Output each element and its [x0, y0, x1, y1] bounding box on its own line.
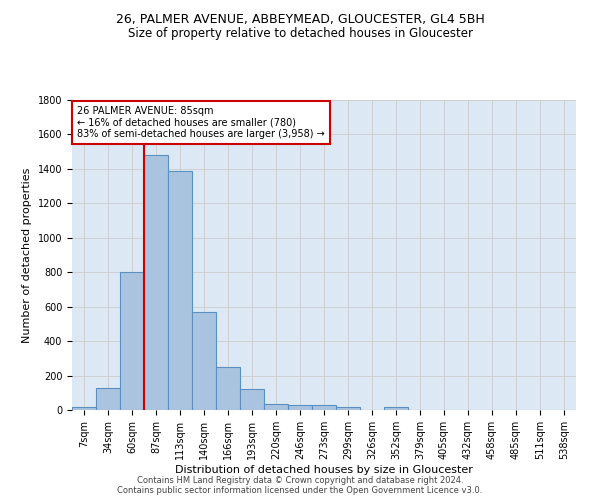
Text: Contains HM Land Registry data © Crown copyright and database right 2024.
Contai: Contains HM Land Registry data © Crown c… — [118, 476, 482, 495]
Bar — [240, 390, 264, 410]
Text: 26 PALMER AVENUE: 85sqm
← 16% of detached houses are smaller (780)
83% of semi-d: 26 PALMER AVENUE: 85sqm ← 16% of detache… — [77, 106, 325, 140]
Bar — [336, 406, 360, 410]
Text: 26, PALMER AVENUE, ABBEYMEAD, GLOUCESTER, GL4 5BH: 26, PALMER AVENUE, ABBEYMEAD, GLOUCESTER… — [116, 12, 484, 26]
Bar — [144, 155, 168, 410]
Bar — [120, 272, 144, 410]
Bar — [72, 408, 96, 410]
Bar — [192, 312, 216, 410]
Bar — [312, 405, 336, 410]
Text: Size of property relative to detached houses in Gloucester: Size of property relative to detached ho… — [128, 28, 473, 40]
Bar — [216, 367, 240, 410]
Y-axis label: Number of detached properties: Number of detached properties — [22, 168, 32, 342]
Bar — [384, 406, 408, 410]
Bar — [288, 405, 312, 410]
Bar — [96, 388, 120, 410]
Bar — [264, 404, 288, 410]
Bar — [168, 172, 192, 410]
X-axis label: Distribution of detached houses by size in Gloucester: Distribution of detached houses by size … — [175, 464, 473, 474]
